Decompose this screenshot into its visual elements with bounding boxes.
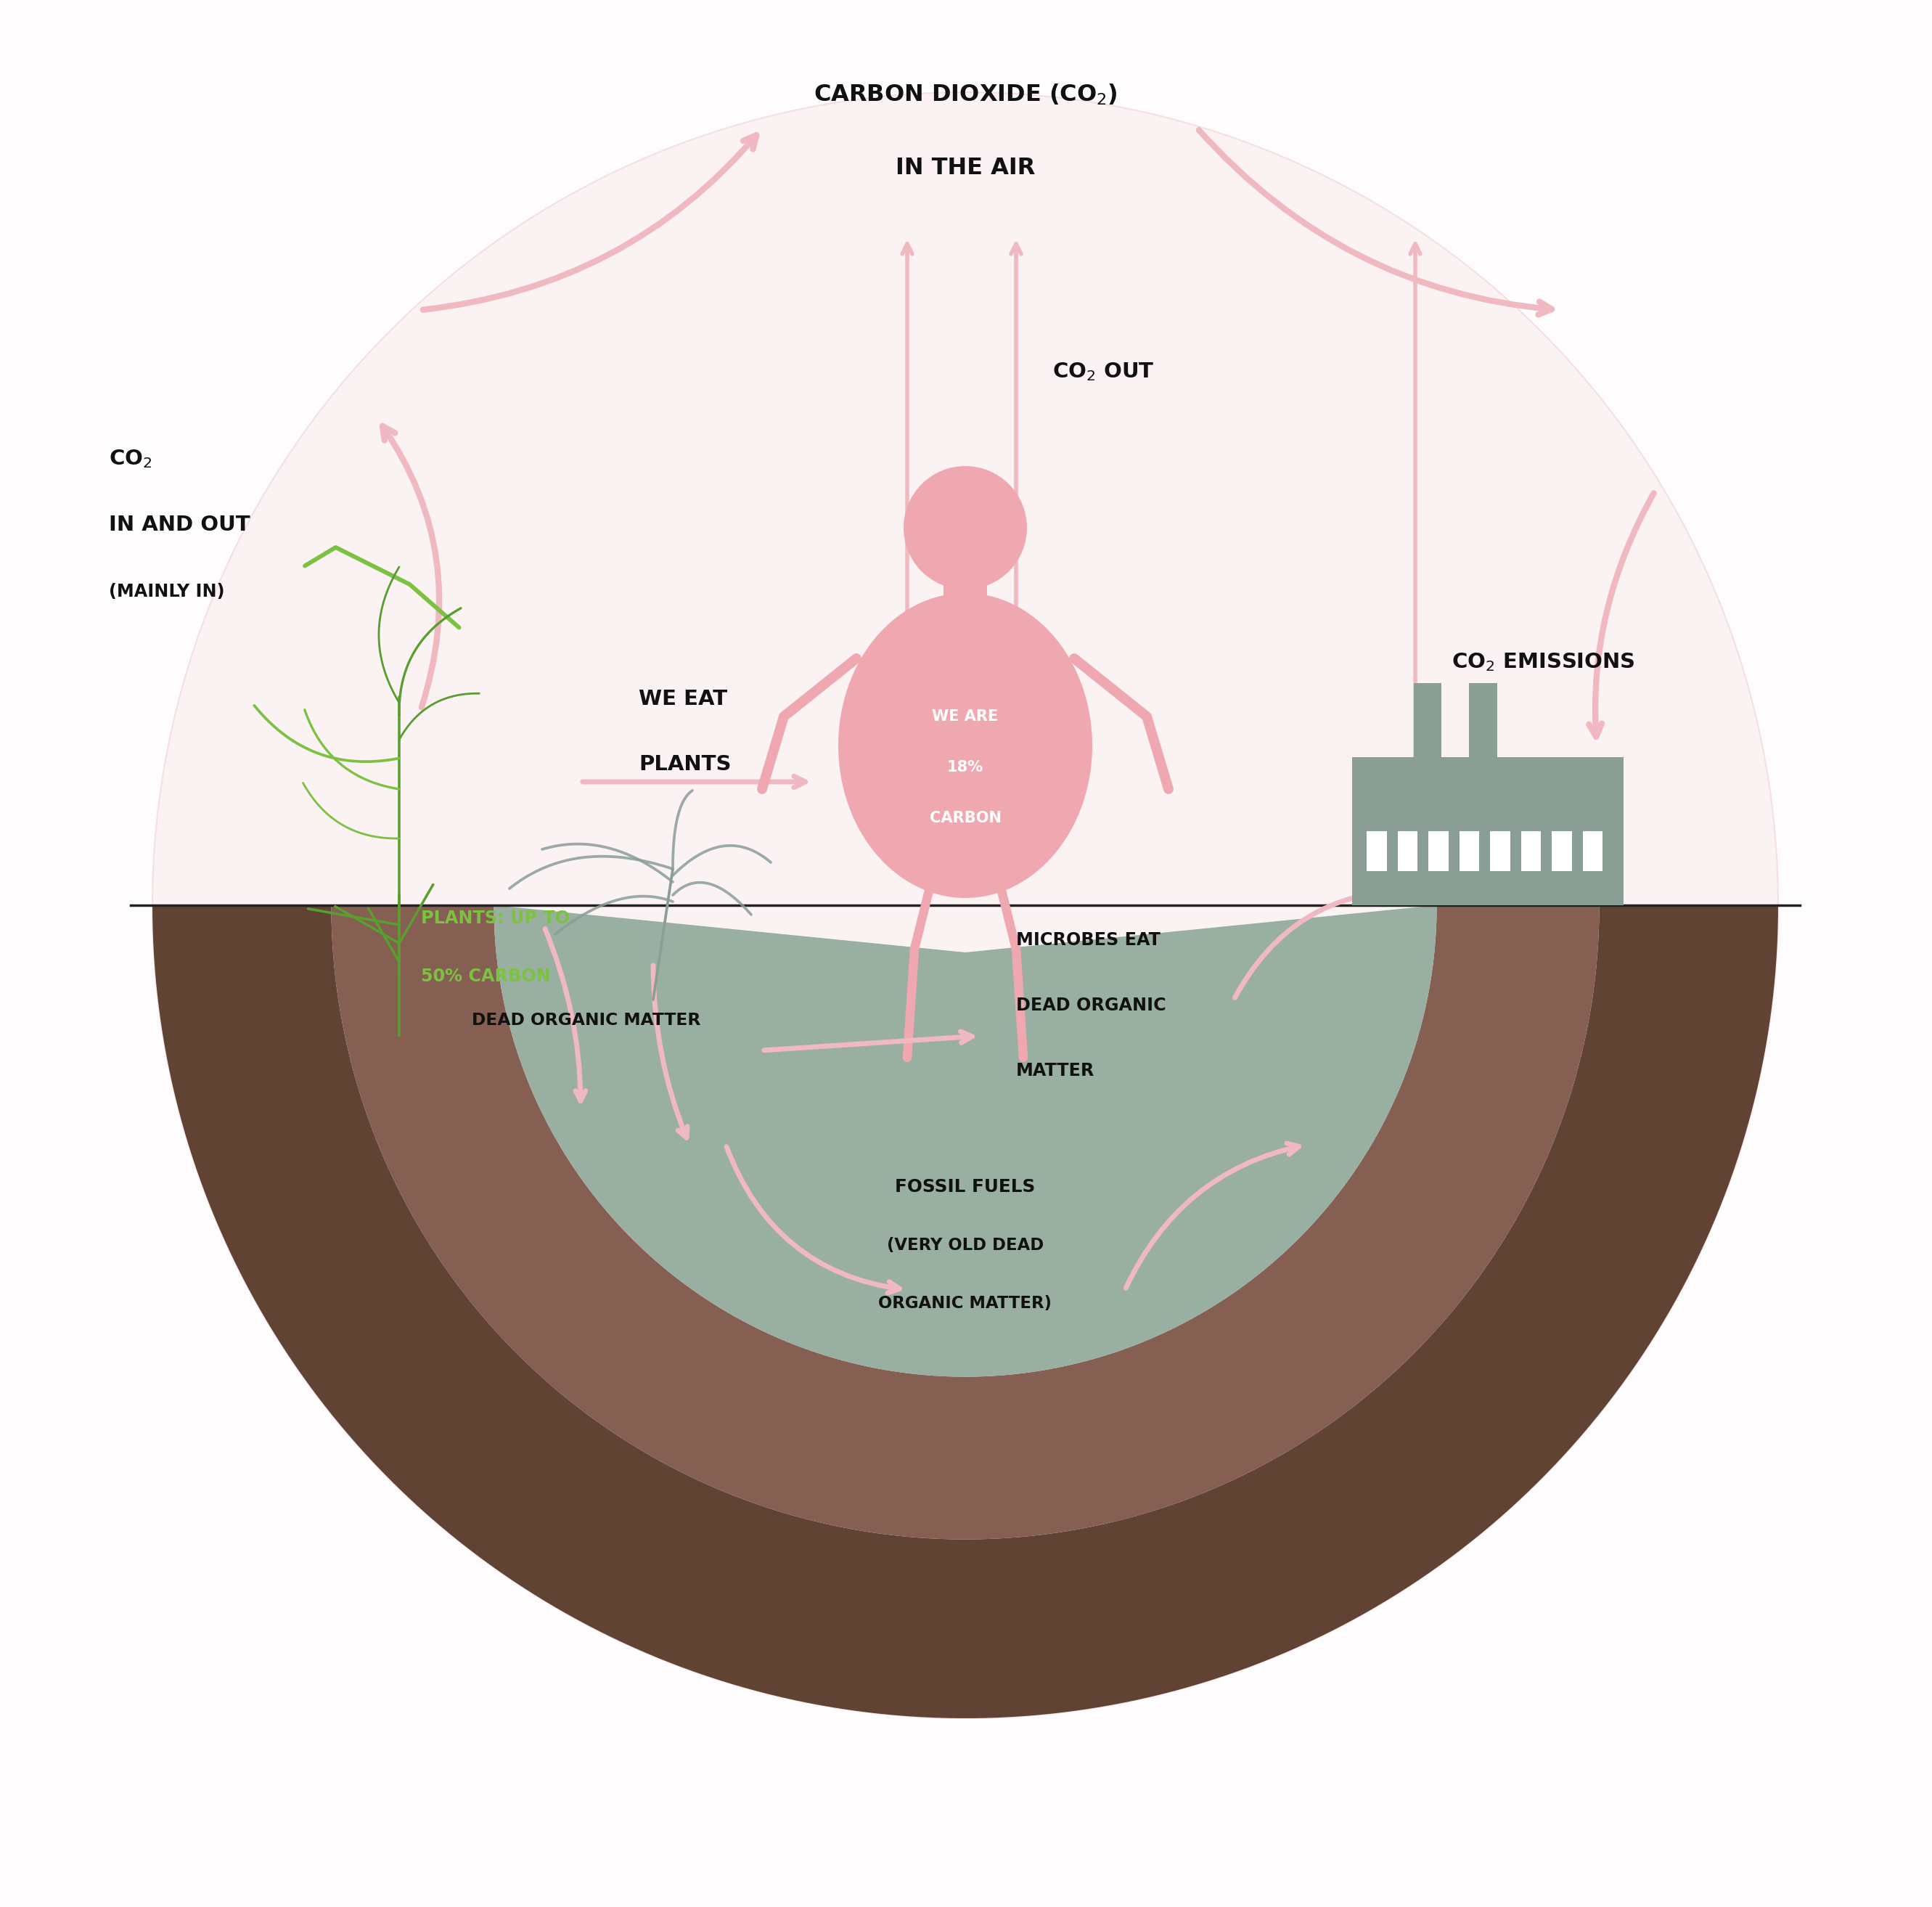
Circle shape (904, 465, 1028, 589)
Text: ORGANIC MATTER): ORGANIC MATTER) (879, 1295, 1053, 1312)
Text: (VERY OLD DEAD: (VERY OLD DEAD (887, 1238, 1043, 1253)
Text: FOSSIL FUELS: FOSSIL FUELS (895, 1179, 1036, 1196)
Text: IN THE AIR: IN THE AIR (895, 156, 1036, 179)
Text: (MAINLY IN): (MAINLY IN) (108, 584, 224, 601)
Polygon shape (330, 906, 1600, 1539)
Ellipse shape (838, 593, 1092, 898)
Text: 50% CARBON: 50% CARBON (421, 967, 551, 986)
FancyBboxPatch shape (1352, 793, 1623, 906)
Text: CARBON: CARBON (929, 810, 1001, 826)
FancyBboxPatch shape (943, 524, 987, 605)
Text: MICROBES EAT: MICROBES EAT (1016, 931, 1161, 950)
Circle shape (153, 92, 1777, 1718)
FancyBboxPatch shape (1368, 831, 1387, 871)
Text: CO$_2$ EMISSIONS: CO$_2$ EMISSIONS (1451, 652, 1634, 673)
Polygon shape (153, 906, 1777, 1718)
FancyBboxPatch shape (1414, 683, 1441, 757)
FancyBboxPatch shape (1490, 831, 1511, 871)
Text: CO$_2$: CO$_2$ (108, 448, 153, 469)
Text: PLANTS: PLANTS (639, 755, 730, 774)
Text: MATTER: MATTER (1016, 1062, 1095, 1079)
FancyBboxPatch shape (1397, 831, 1418, 871)
Text: CARBON DIOXIDE (CO$_2$): CARBON DIOXIDE (CO$_2$) (813, 82, 1117, 107)
Text: WE EAT: WE EAT (639, 688, 726, 709)
Text: 18%: 18% (947, 761, 983, 774)
FancyBboxPatch shape (1459, 831, 1480, 871)
Text: CO$_2$ OUT: CO$_2$ OUT (1053, 360, 1153, 383)
FancyBboxPatch shape (1582, 831, 1602, 871)
FancyBboxPatch shape (1428, 831, 1449, 871)
Text: IN AND OUT: IN AND OUT (108, 515, 249, 536)
FancyBboxPatch shape (1551, 831, 1573, 871)
Text: PLANTS: UP TO: PLANTS: UP TO (421, 910, 570, 927)
FancyBboxPatch shape (1520, 831, 1542, 871)
Polygon shape (495, 906, 1437, 1377)
Text: DEAD ORGANIC: DEAD ORGANIC (1016, 997, 1167, 1015)
FancyBboxPatch shape (1470, 683, 1497, 757)
FancyBboxPatch shape (1352, 757, 1623, 793)
Text: DEAD ORGANIC MATTER: DEAD ORGANIC MATTER (471, 1013, 701, 1028)
Text: WE ARE: WE ARE (931, 709, 999, 725)
